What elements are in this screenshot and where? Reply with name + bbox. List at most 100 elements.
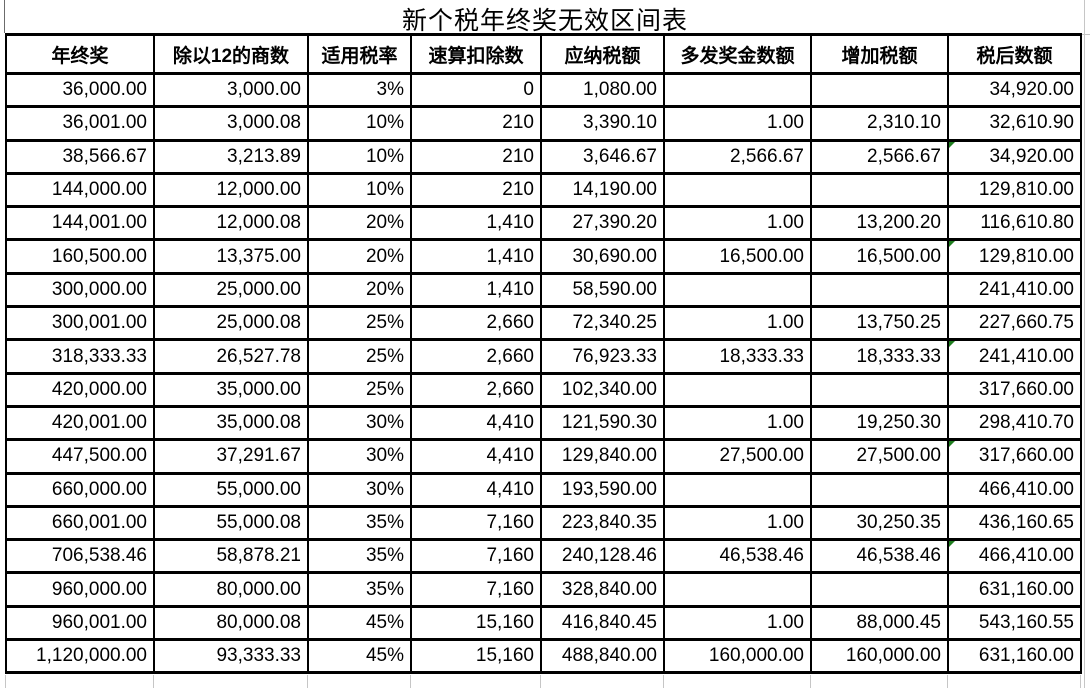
cell[interactable]: 80,000.00: [153, 571, 309, 608]
cell[interactable]: 38,566.67: [5, 138, 155, 175]
cell[interactable]: 32,610.90: [947, 105, 1082, 142]
cell[interactable]: 20%: [307, 205, 412, 242]
cell[interactable]: 2,566.67: [810, 138, 949, 175]
cell[interactable]: 2,660: [410, 371, 542, 408]
cell[interactable]: 160,500.00: [5, 238, 155, 275]
cell[interactable]: 317,660.00: [947, 438, 1082, 475]
cell[interactable]: 436,160.65: [947, 504, 1082, 542]
cell[interactable]: 30%: [307, 438, 412, 475]
cell[interactable]: [810, 271, 949, 309]
cell[interactable]: 447,500.00: [5, 438, 155, 475]
cell[interactable]: 27,500.00: [663, 438, 812, 475]
cell[interactable]: 960,001.00: [5, 604, 155, 642]
cell[interactable]: 7,160: [410, 538, 542, 575]
cell[interactable]: [663, 271, 812, 309]
column-header-6[interactable]: 多发奖金数额: [663, 33, 812, 75]
cell[interactable]: 227,660.75: [947, 305, 1082, 342]
cell[interactable]: 144,001.00: [5, 205, 155, 242]
cell[interactable]: 3,646.67: [540, 138, 665, 175]
cell[interactable]: 14,190.00: [540, 171, 665, 209]
cell[interactable]: 12,000.00: [153, 171, 309, 209]
cell[interactable]: 55,000.08: [153, 504, 309, 542]
cell[interactable]: 30,690.00: [540, 238, 665, 275]
cell[interactable]: 1,120,000.00: [5, 638, 155, 675]
cell[interactable]: 116,610.80: [947, 205, 1082, 242]
cell[interactable]: 420,000.00: [5, 371, 155, 408]
cell[interactable]: [810, 71, 949, 109]
cell[interactable]: [663, 571, 812, 608]
cell[interactable]: 35%: [307, 504, 412, 542]
cell[interactable]: 3,000.00: [153, 71, 309, 109]
column-header-4[interactable]: 速算扣除数: [410, 33, 542, 75]
cell[interactable]: [810, 471, 949, 508]
cell[interactable]: 416,840.45: [540, 604, 665, 642]
cell[interactable]: 7,160: [410, 571, 542, 608]
cell[interactable]: 193,590.00: [540, 471, 665, 508]
cell[interactable]: 317,660.00: [947, 371, 1082, 408]
cell[interactable]: 36,001.00: [5, 105, 155, 142]
column-header-5[interactable]: 应纳税额: [540, 33, 665, 75]
cell[interactable]: 3,213.89: [153, 138, 309, 175]
cell[interactable]: 45%: [307, 604, 412, 642]
cell[interactable]: 55,000.00: [153, 471, 309, 508]
cell[interactable]: 1.00: [663, 504, 812, 542]
cell[interactable]: [663, 371, 812, 408]
cell[interactable]: 660,000.00: [5, 471, 155, 508]
cell[interactable]: 35,000.00: [153, 371, 309, 408]
cell[interactable]: 25%: [307, 338, 412, 375]
cell[interactable]: 10%: [307, 138, 412, 175]
cell[interactable]: 241,410.00: [947, 338, 1082, 375]
cell[interactable]: [663, 71, 812, 109]
cell[interactable]: 15,160: [410, 638, 542, 675]
cell[interactable]: 210: [410, 171, 542, 209]
cell[interactable]: 20%: [307, 238, 412, 275]
cell[interactable]: 10%: [307, 105, 412, 142]
cell[interactable]: 7,160: [410, 504, 542, 542]
column-header-3[interactable]: 适用税率: [307, 33, 412, 75]
cell[interactable]: 129,810.00: [947, 171, 1082, 209]
cell[interactable]: [663, 171, 812, 209]
cell[interactable]: 58,878.21: [153, 538, 309, 575]
cell[interactable]: 13,200.20: [810, 205, 949, 242]
cell[interactable]: 160,000.00: [663, 638, 812, 675]
cell[interactable]: 2,566.67: [663, 138, 812, 175]
cell[interactable]: 466,410.00: [947, 471, 1082, 508]
cell[interactable]: 160,000.00: [810, 638, 949, 675]
cell[interactable]: 1.00: [663, 604, 812, 642]
cell[interactable]: 300,000.00: [5, 271, 155, 309]
cell[interactable]: 25%: [307, 305, 412, 342]
cell[interactable]: 45%: [307, 638, 412, 675]
cell[interactable]: 660,001.00: [5, 504, 155, 542]
cell[interactable]: 25%: [307, 371, 412, 408]
cell[interactable]: 960,000.00: [5, 571, 155, 608]
cell[interactable]: [810, 171, 949, 209]
cell[interactable]: 25,000.00: [153, 271, 309, 309]
cell[interactable]: 30,250.35: [810, 504, 949, 542]
cell[interactable]: 144,000.00: [5, 171, 155, 209]
cell[interactable]: 1.00: [663, 404, 812, 442]
cell[interactable]: 58,590.00: [540, 271, 665, 309]
cell[interactable]: 35%: [307, 571, 412, 608]
cell[interactable]: 30%: [307, 471, 412, 508]
cell[interactable]: 15,160: [410, 604, 542, 642]
cell[interactable]: 10%: [307, 171, 412, 209]
cell[interactable]: 102,340.00: [540, 371, 665, 408]
cell[interactable]: 36,000.00: [5, 71, 155, 109]
cell[interactable]: 34,920.00: [947, 138, 1082, 175]
cell[interactable]: [810, 571, 949, 608]
cell[interactable]: 298,410.70: [947, 404, 1082, 442]
cell[interactable]: 26,527.78: [153, 338, 309, 375]
cell[interactable]: 80,000.08: [153, 604, 309, 642]
cell[interactable]: 46,538.46: [663, 538, 812, 575]
cell[interactable]: 466,410.00: [947, 538, 1082, 575]
cell[interactable]: 12,000.08: [153, 205, 309, 242]
cell[interactable]: 121,590.30: [540, 404, 665, 442]
cell[interactable]: 37,291.67: [153, 438, 309, 475]
cell[interactable]: 488,840.00: [540, 638, 665, 675]
cell[interactable]: 1.00: [663, 205, 812, 242]
cell[interactable]: 1,410: [410, 238, 542, 275]
column-header-1[interactable]: 年终奖: [5, 33, 155, 75]
cell[interactable]: 88,000.45: [810, 604, 949, 642]
cell[interactable]: 4,410: [410, 471, 542, 508]
cell[interactable]: 3,390.10: [540, 105, 665, 142]
